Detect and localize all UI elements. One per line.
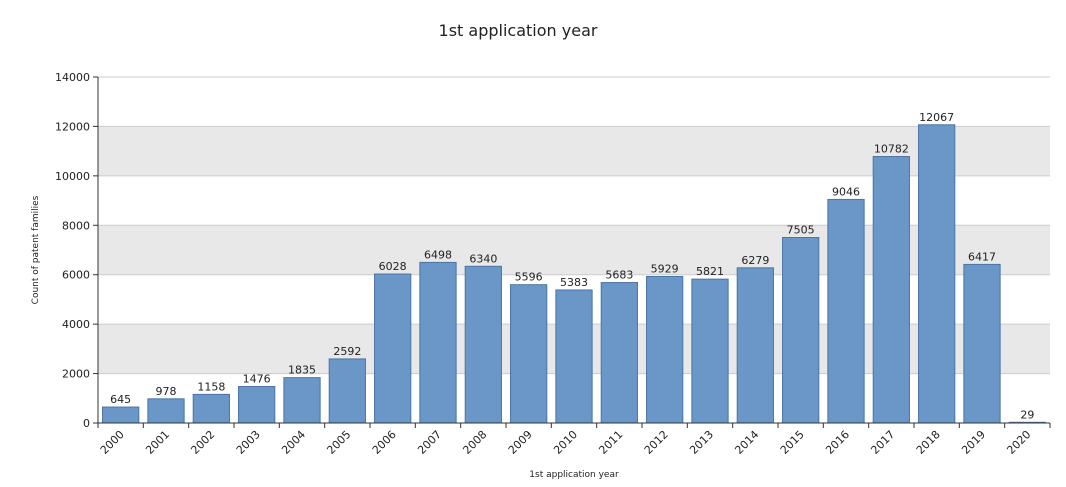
x-tick-label: 2010 <box>551 428 580 457</box>
bar-value-label: 2592 <box>333 345 361 358</box>
y-tick-label: 2000 <box>62 368 90 381</box>
bar <box>329 359 365 423</box>
bar-value-label: 7505 <box>787 224 815 237</box>
bar-value-label: 6417 <box>968 250 996 263</box>
bar <box>556 290 592 423</box>
x-tick-label: 2006 <box>370 428 399 457</box>
x-tick-label: 2018 <box>914 428 943 457</box>
x-tick-label: 2015 <box>778 428 807 457</box>
bar-value-label: 978 <box>156 385 177 398</box>
x-tick-label: 2020 <box>1004 428 1033 457</box>
bar-value-label: 12067 <box>919 111 954 124</box>
x-tick-label: 2002 <box>188 428 217 457</box>
x-tick-label: 2001 <box>143 428 172 457</box>
bar-value-label: 1476 <box>243 373 271 386</box>
bar <box>692 279 728 423</box>
bar <box>919 125 955 423</box>
bar <box>148 399 184 423</box>
x-tick-label: 2017 <box>868 428 897 457</box>
y-tick-label: 6000 <box>62 269 90 282</box>
bar-value-label: 5929 <box>651 262 679 275</box>
x-tick-label: 2016 <box>823 428 852 457</box>
x-tick-label: 2000 <box>98 428 127 457</box>
bar-value-label: 9046 <box>832 185 860 198</box>
x-tick-label: 2003 <box>234 428 263 457</box>
y-tick-label: 4000 <box>62 318 90 331</box>
bar <box>103 407 139 423</box>
bar-value-label: 5383 <box>560 276 588 289</box>
x-tick-label: 2008 <box>460 428 489 457</box>
x-tick-label: 2007 <box>415 428 444 457</box>
bar-value-label: 5683 <box>605 269 633 282</box>
bar <box>601 283 637 423</box>
bar-value-label: 1835 <box>288 364 316 377</box>
x-axis-title: 1st application year <box>529 470 619 480</box>
bar <box>647 276 683 423</box>
bar-value-label: 6028 <box>379 260 407 273</box>
y-axis-ticks: 0 2000 4000 6000 8000 10000 12000 14000 <box>55 71 98 430</box>
bar <box>783 238 819 423</box>
bar-value-label: 645 <box>110 393 131 406</box>
bar <box>284 378 320 423</box>
bar <box>375 274 411 423</box>
bar-value-label: 5821 <box>696 265 724 278</box>
bar-value-label: 6340 <box>469 252 497 265</box>
bar <box>828 199 864 423</box>
y-tick-label: 0 <box>83 417 90 430</box>
x-tick-label: 2005 <box>324 428 353 457</box>
bar <box>420 262 456 423</box>
y-tick-label: 10000 <box>55 170 90 183</box>
bar-value-label: 6498 <box>424 248 452 261</box>
x-tick-label: 2009 <box>506 428 535 457</box>
bar-value-label: 1158 <box>197 380 225 393</box>
y-tick-label: 14000 <box>55 71 90 84</box>
x-tick-label: 2013 <box>687 428 716 457</box>
x-tick-label: 2014 <box>732 428 761 457</box>
x-axis-ticks: 2000 2001 2002 2003 2004 2005 2006 2007 2008 2009… <box>98 423 1050 457</box>
bar-value-label: 10782 <box>874 143 909 156</box>
y-axis-title: Count of patent families <box>31 195 41 304</box>
bar <box>193 394 229 423</box>
bar-value-label: 5596 <box>515 271 543 284</box>
bar-value-label: 6279 <box>741 254 769 267</box>
bar <box>737 268 773 423</box>
bar <box>873 157 909 423</box>
x-tick-label: 2012 <box>642 428 671 457</box>
bar <box>465 266 501 423</box>
x-tick-label: 2004 <box>279 428 308 457</box>
bar <box>964 264 1000 423</box>
x-tick-label: 2011 <box>596 428 625 457</box>
y-tick-label: 12000 <box>55 120 90 133</box>
bar <box>239 387 275 423</box>
y-tick-label: 8000 <box>62 219 90 232</box>
x-tick-label: 2019 <box>959 428 988 457</box>
bar <box>511 285 547 423</box>
bar-value-label: 29 <box>1020 408 1034 421</box>
